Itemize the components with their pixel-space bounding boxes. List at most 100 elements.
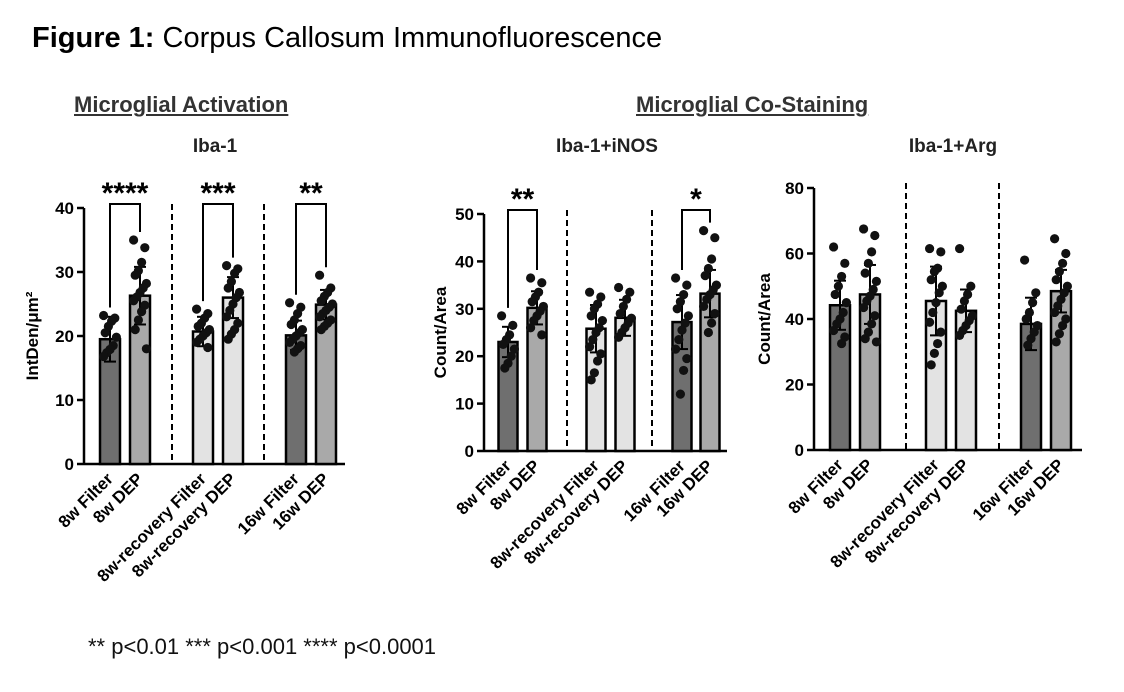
data-point: [707, 254, 717, 264]
y-tick-label: 0: [795, 441, 804, 460]
data-point: [929, 348, 940, 358]
data-point: [222, 312, 232, 322]
data-point: [100, 328, 110, 338]
data-point: [928, 307, 938, 318]
y-tick-label: 0: [65, 455, 74, 474]
data-point: [959, 296, 970, 306]
data-point: [925, 317, 935, 327]
y-tick-label: 40: [455, 252, 474, 271]
data-point: [1051, 275, 1061, 285]
data-point: [700, 271, 710, 281]
data-point: [871, 337, 882, 347]
data-point: [585, 287, 595, 297]
data-point: [699, 301, 709, 312]
significance-bracket: [202, 203, 234, 302]
data-point: [586, 375, 596, 385]
data-point: [699, 225, 709, 236]
data-point: [286, 319, 296, 330]
significance-label: *: [690, 183, 702, 216]
data-point: [936, 327, 946, 337]
data-point: [675, 389, 686, 399]
y-tick-label: 40: [785, 310, 804, 329]
data-point: [859, 302, 869, 313]
chart-title: Iba-1+iNOS: [556, 136, 658, 157]
y-tick-label: 50: [455, 205, 474, 224]
data-point: [859, 224, 869, 234]
y-tick-label: 80: [785, 179, 804, 198]
chart-title: Iba-1+Arg: [909, 136, 997, 157]
data-point: [529, 316, 539, 326]
data-point: [933, 338, 943, 349]
data-point: [99, 351, 109, 362]
data-point: [710, 233, 720, 243]
data-point: [1031, 288, 1041, 298]
data-point: [1028, 298, 1038, 308]
significance-bracket: [295, 203, 327, 295]
data-point: [672, 304, 682, 314]
y-axis-label: IntDen/μm²: [23, 291, 42, 380]
data-point: [596, 292, 606, 302]
data-point: [1061, 248, 1071, 259]
figure-title: Figure 1: Corpus Callosum Immunofluoresc…: [32, 22, 662, 55]
chart-title: Iba-1: [193, 136, 238, 157]
data-point: [860, 334, 870, 344]
data-point: [230, 268, 240, 278]
data-point: [588, 335, 598, 345]
data-point: [702, 294, 712, 304]
data-point: [870, 230, 880, 241]
data-point: [500, 363, 510, 373]
significance-bracket: [507, 209, 538, 308]
data-point: [615, 308, 625, 319]
y-tick-label: 20: [55, 327, 74, 346]
data-point: [99, 310, 109, 321]
data-point: [223, 283, 233, 293]
section-heading-activation: Microglial Activation: [74, 92, 289, 117]
data-point: [589, 368, 600, 378]
data-point: [141, 344, 151, 354]
data-point: [683, 311, 694, 321]
y-tick-label: 20: [455, 347, 474, 366]
data-point: [955, 243, 965, 254]
data-point: [1050, 307, 1060, 318]
data-point: [593, 356, 603, 366]
data-point: [589, 304, 600, 314]
data-point: [707, 318, 717, 328]
data-point: [596, 349, 606, 359]
data-point: [929, 266, 940, 277]
data-point: [710, 308, 720, 319]
data-point: [130, 325, 140, 335]
data-point: [931, 298, 941, 308]
data-point: [829, 242, 839, 252]
data-point: [625, 287, 635, 297]
data-point: [140, 243, 150, 253]
significance-label: **: [511, 183, 535, 216]
data-point: [837, 338, 847, 349]
data-point: [671, 344, 681, 354]
data-point: [867, 247, 877, 257]
y-tick-label: 30: [55, 263, 74, 282]
data-point: [867, 319, 877, 329]
data-point: [682, 353, 692, 364]
data-point: [192, 304, 202, 314]
data-point: [506, 351, 516, 361]
data-point: [841, 298, 852, 308]
significance-label: **: [299, 177, 323, 210]
significance-footnote: ** p<0.01 *** p<0.001 **** p<0.0001: [88, 634, 437, 659]
data-point: [526, 273, 536, 283]
data-point: [285, 298, 295, 308]
data-point: [833, 281, 844, 291]
data-point: [925, 243, 935, 254]
data-point: [597, 316, 608, 326]
y-tick-label: 10: [455, 395, 474, 414]
data-point: [537, 330, 547, 340]
data-point: [1020, 255, 1030, 265]
data-point: [1023, 340, 1033, 350]
data-point: [679, 365, 689, 376]
data-point: [315, 270, 325, 280]
y-tick-label: 20: [785, 376, 804, 395]
data-point: [936, 247, 946, 257]
data-point: [622, 294, 632, 304]
